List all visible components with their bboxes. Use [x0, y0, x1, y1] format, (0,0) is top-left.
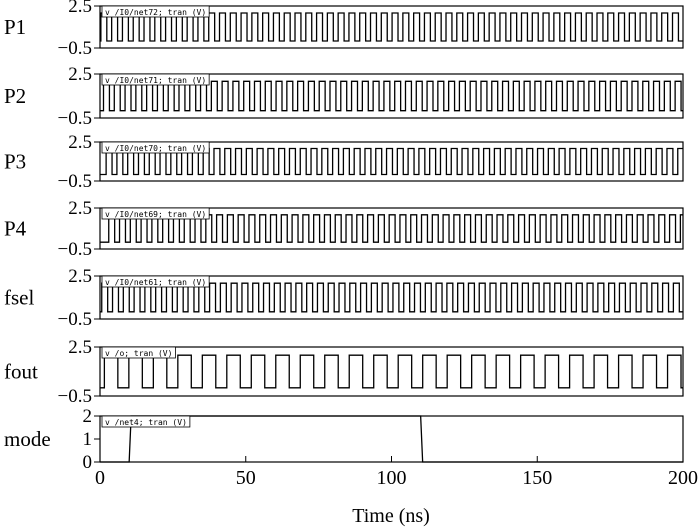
y-tick-label: −0.5	[58, 386, 92, 407]
row-label: P4	[4, 217, 27, 241]
row-label: fout	[4, 360, 38, 384]
signal-title-text: v /I0/net71; tran (V)	[105, 76, 206, 85]
y-tick-label: −0.5	[58, 239, 92, 260]
signal-title: v /I0/net69; tran (V)	[101, 207, 210, 220]
y-tick-label: 2.5	[68, 266, 92, 287]
signal-title-box	[101, 346, 176, 359]
x-tick-label: 0	[95, 467, 105, 489]
panel-frame	[99, 141, 684, 182]
signal-title-text: v /o; tran (V)	[105, 349, 172, 358]
y-tick-label: 1	[83, 429, 93, 450]
row-label: P1	[4, 15, 26, 39]
x-tick-label: 150	[522, 467, 552, 489]
signal-trace	[100, 214, 683, 243]
signal-trace	[100, 415, 683, 463]
signal-row-fsel: fsel 2.5 −0.5 v /I0/net61; tran (V)	[4, 266, 684, 330]
y-tick-label: −0.5	[58, 38, 92, 59]
signal-title: v /net4; tran (V)	[101, 415, 191, 428]
y-tick-label: 2.5	[68, 337, 92, 358]
signal-title-box	[101, 73, 210, 86]
panel-frame	[99, 207, 684, 250]
signal-title: v /I0/net72; tran (V)	[101, 5, 210, 18]
signal-title: v /o; tran (V)	[101, 346, 176, 359]
panel-frame	[99, 5, 684, 49]
x-tick-label: 50	[236, 467, 256, 489]
row-label: mode	[4, 427, 51, 451]
signal-title: v /I0/net61; tran (V)	[101, 275, 210, 288]
row-label: P2	[4, 84, 26, 108]
signal-title-box	[101, 415, 191, 428]
x-tick-label: 200	[668, 467, 698, 489]
signal-title-text: v /I0/net61; tran (V)	[105, 278, 206, 287]
y-tick-label: 2.5	[68, 0, 92, 17]
signal-row-fout: fout 2.5 −0.5 v /o; tran (V)	[4, 337, 684, 407]
signal-row-P3: P3 2.5 −0.5 v /I0/net70; tran (V)	[4, 132, 684, 192]
signal-row-P4: P4 2.5 −0.5 v /I0/net69; tran (V)	[4, 198, 684, 260]
signal-title: v /I0/net71; tran (V)	[101, 73, 210, 86]
signal-title-box	[101, 207, 210, 220]
signal-row-P1: P1 2.5 −0.5 v /I0/net72; tran (V)	[4, 0, 684, 59]
y-tick-label: −0.5	[58, 309, 92, 330]
signal-trace	[100, 12, 683, 42]
y-tick-label: 0	[83, 452, 93, 473]
y-tick-label: 2.5	[68, 64, 92, 85]
x-axis-label: Time (ns)	[352, 505, 430, 527]
signal-title-text: v /I0/net70; tran (V)	[105, 144, 206, 153]
signal-title-text: v /net4; tran (V)	[105, 418, 187, 427]
time-axis: 0 50 100 150 200	[95, 456, 698, 489]
panel-frame	[99, 73, 684, 119]
y-tick-label: 2.5	[68, 198, 92, 219]
signal-trace	[100, 80, 683, 112]
signal-row-mode: mode 210 v /net4; tran (V)	[4, 406, 684, 473]
signal-trace	[100, 354, 683, 389]
signal-row-P2: P2 2.5 −0.5 v /I0/net71; tran (V)	[4, 64, 684, 129]
signal-title-box	[101, 275, 210, 288]
signal-title-text: v /I0/net72; tran (V)	[105, 8, 206, 17]
waveform-rows: P1 2.5 −0.5 v /I0/net72; tran (V) P2 2.5 −0.5 v…	[4, 0, 684, 473]
x-tick-label: 100	[377, 467, 407, 489]
panel-frame	[99, 346, 684, 397]
signal-title: v /I0/net70; tran (V)	[101, 141, 210, 154]
signal-trace	[100, 282, 683, 313]
y-tick-label: −0.5	[58, 108, 92, 129]
panel-frame	[99, 275, 684, 320]
y-tick-label: −0.5	[58, 171, 92, 192]
signal-title-box	[101, 141, 210, 154]
signal-title-box	[101, 5, 210, 18]
signal-title-text: v /I0/net69; tran (V)	[105, 210, 206, 219]
y-tick-label: 2	[83, 406, 93, 427]
row-label: fsel	[4, 286, 34, 310]
signal-trace	[100, 147, 683, 176]
row-label: P3	[4, 150, 26, 174]
y-tick-label: 2.5	[68, 132, 92, 153]
